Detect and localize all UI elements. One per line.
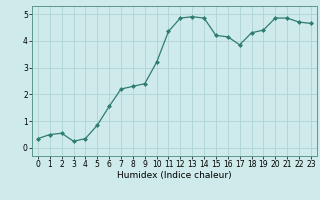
X-axis label: Humidex (Indice chaleur): Humidex (Indice chaleur) [117, 171, 232, 180]
